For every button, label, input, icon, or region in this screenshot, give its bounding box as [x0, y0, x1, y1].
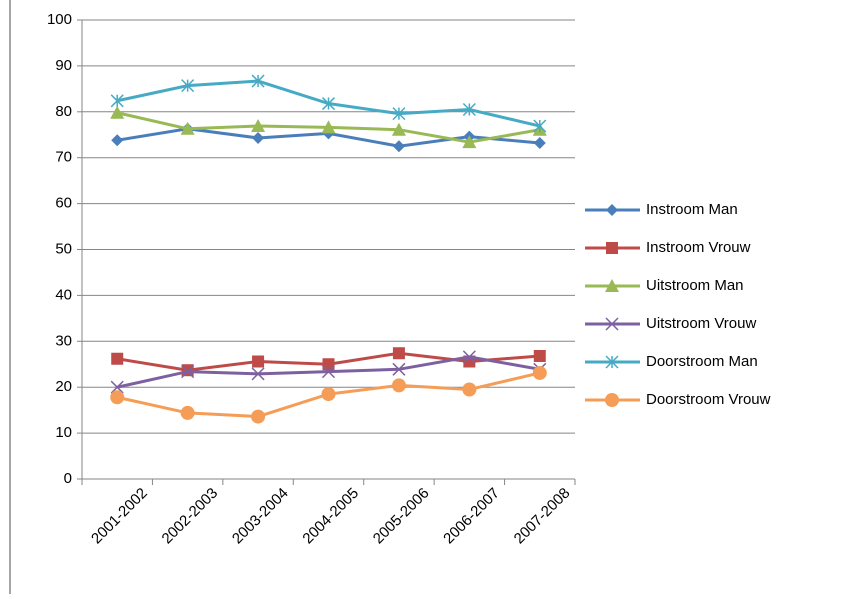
- legend-label: Instroom Vrouw: [646, 239, 751, 256]
- marker: [251, 119, 266, 133]
- y-tick-label: 0: [64, 470, 72, 487]
- legend-label: Uitstroom Man: [646, 277, 744, 294]
- marker: [110, 94, 124, 108]
- marker: [252, 131, 265, 144]
- marker: [251, 74, 265, 88]
- marker: [322, 358, 335, 371]
- marker: [605, 279, 619, 292]
- marker: [321, 365, 336, 379]
- marker: [180, 405, 195, 420]
- legend-label: Instroom Man: [646, 201, 738, 218]
- marker: [605, 393, 619, 407]
- marker: [391, 378, 406, 393]
- x-tick-label: 2007-2008: [511, 485, 574, 548]
- marker: [181, 365, 195, 379]
- marker: [110, 105, 125, 119]
- marker: [110, 390, 125, 405]
- y-tick-label: 50: [55, 240, 72, 257]
- marker: [533, 119, 547, 133]
- y-tick-label: 60: [55, 195, 72, 212]
- y-tick-label: 90: [55, 57, 72, 74]
- y-tick-label: 30: [55, 332, 72, 349]
- marker: [606, 204, 618, 216]
- marker: [321, 120, 336, 134]
- marker: [462, 350, 476, 364]
- x-tick-label: 2006-2007: [440, 485, 503, 548]
- marker: [391, 122, 406, 136]
- marker: [392, 107, 406, 121]
- x-tick-label: 2005-2006: [370, 485, 433, 548]
- x-tick-label: 2001-2002: [88, 485, 151, 548]
- y-tick-label: 10: [55, 424, 72, 441]
- marker: [181, 79, 195, 93]
- x-tick-label: 2002-2003: [159, 485, 222, 548]
- marker: [605, 317, 619, 331]
- y-tick-label: 70: [55, 149, 72, 166]
- y-tick-label: 100: [47, 11, 72, 28]
- marker: [392, 347, 405, 360]
- marker: [321, 97, 336, 111]
- marker: [110, 380, 124, 394]
- marker: [533, 137, 546, 150]
- marker: [392, 362, 406, 376]
- marker: [252, 355, 265, 368]
- marker: [392, 140, 405, 153]
- legend-label: Doorstroom Vrouw: [646, 391, 771, 408]
- y-tick-label: 40: [55, 286, 72, 303]
- marker: [111, 134, 124, 147]
- marker: [606, 242, 618, 254]
- marker: [251, 367, 265, 381]
- marker: [462, 135, 477, 149]
- marker: [605, 355, 619, 369]
- marker: [462, 102, 476, 117]
- x-tick-label: 2003-2004: [229, 485, 292, 548]
- marker: [251, 409, 266, 424]
- legend-label: Doorstroom Man: [646, 353, 758, 370]
- marker: [321, 387, 336, 402]
- marker: [111, 352, 124, 365]
- y-tick-label: 80: [55, 103, 72, 120]
- marker: [462, 382, 477, 397]
- marker: [532, 365, 547, 380]
- y-tick-label: 20: [55, 378, 72, 395]
- legend-label: Uitstroom Vrouw: [646, 315, 756, 332]
- marker: [180, 121, 195, 135]
- x-tick-label: 2004-2005: [299, 485, 362, 548]
- marker: [533, 349, 546, 362]
